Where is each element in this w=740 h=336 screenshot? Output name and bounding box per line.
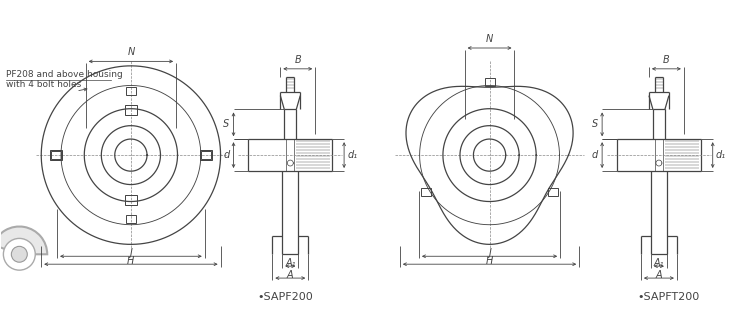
Text: B: B: [663, 55, 670, 65]
Bar: [421, 188, 431, 196]
Text: N: N: [127, 47, 135, 57]
Bar: [548, 188, 558, 196]
Bar: [126, 87, 136, 95]
Text: d₁: d₁: [347, 150, 357, 160]
Text: J: J: [130, 248, 132, 258]
Text: •SAPF200: •SAPF200: [258, 292, 313, 302]
Text: S: S: [592, 119, 598, 129]
Text: A: A: [656, 270, 662, 280]
Text: N: N: [486, 34, 493, 44]
Text: PF208 and above housing: PF208 and above housing: [7, 70, 123, 79]
Bar: [125, 195, 137, 205]
Text: d: d: [223, 150, 229, 160]
Text: d: d: [592, 150, 598, 160]
Text: A₁: A₁: [653, 258, 665, 268]
Text: d₁: d₁: [716, 150, 726, 160]
Text: J: J: [488, 248, 491, 258]
Text: •SAPFT200: •SAPFT200: [638, 292, 700, 302]
Text: A: A: [287, 270, 294, 280]
Text: with 4 bolt holes: with 4 bolt holes: [7, 80, 81, 89]
Text: A₁: A₁: [285, 258, 295, 268]
Circle shape: [4, 239, 36, 270]
Circle shape: [11, 246, 27, 262]
Bar: [125, 105, 137, 115]
Bar: [201, 151, 211, 159]
Bar: [50, 151, 61, 159]
Text: S: S: [223, 119, 229, 129]
Wedge shape: [0, 226, 47, 254]
Text: H: H: [486, 256, 494, 266]
Bar: [50, 150, 61, 160]
Text: B: B: [295, 55, 301, 65]
Bar: [126, 215, 136, 223]
Bar: [485, 78, 494, 86]
Text: H: H: [127, 256, 135, 266]
Bar: [201, 150, 212, 160]
